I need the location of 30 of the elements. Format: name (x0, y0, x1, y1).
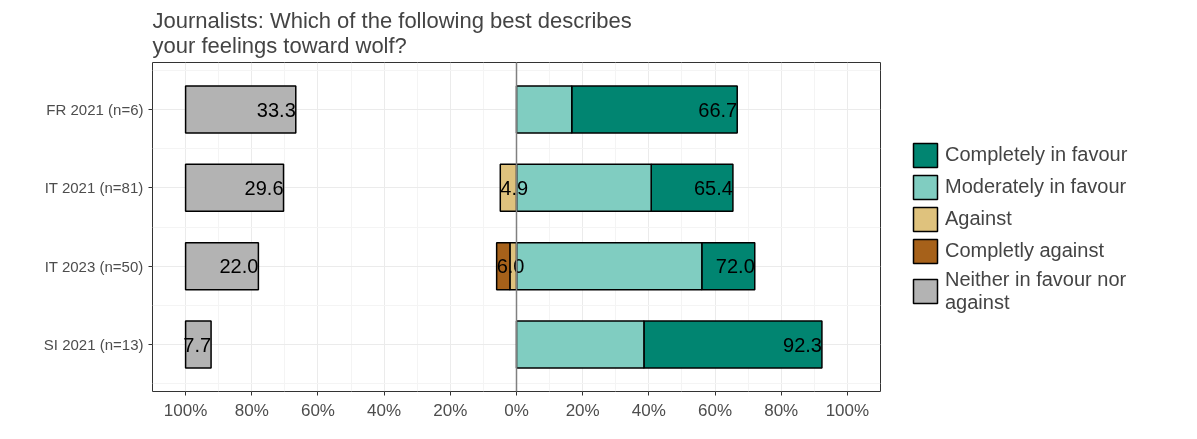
x-tick-label: 100% (163, 400, 208, 420)
annotation: 22.0 (219, 255, 259, 278)
y-tick-label: IT 2023 (n=50) (44, 257, 144, 275)
annotation: 29.6 (244, 176, 284, 199)
x-tick-label: 20% (565, 400, 600, 420)
legend-label: Completly against (945, 239, 1104, 262)
legend-label: Neither in favour nor against (945, 267, 1127, 314)
x-tick-label: 60% (698, 400, 733, 420)
annotation: 33.3 (256, 98, 296, 121)
annotation: 66.7 (698, 98, 738, 121)
x-tick-label: 100% (825, 400, 870, 420)
bar (184, 85, 297, 134)
bar (184, 163, 285, 213)
x-tick-label: 80% (234, 400, 269, 420)
chart-title: Journalists: Which of the following best describes your feelings toward wolf? (152, 7, 632, 58)
legend-label: Moderately in favour (945, 175, 1127, 198)
x-tick-label: 20% (433, 400, 468, 420)
bar (184, 241, 260, 291)
legend-label: Completely in favour (945, 143, 1128, 166)
x-tick-label: 60% (300, 400, 335, 420)
y-tick-label: SI 2021 (n=13) (43, 336, 144, 353)
legend-label: Against (945, 207, 1012, 230)
y-tick-label: IT 2021 (n=81) (44, 179, 144, 197)
x-tick-label: 40% (631, 400, 666, 420)
x-tick-label: 0% (504, 400, 529, 420)
x-tick-label: 40% (367, 400, 402, 420)
annotation: 72.0 (715, 255, 755, 278)
x-tick-label: 80% (764, 400, 799, 420)
y-tick-label: FR 2021 (n=6) (46, 101, 144, 118)
annotation: 92.3 (783, 333, 822, 356)
